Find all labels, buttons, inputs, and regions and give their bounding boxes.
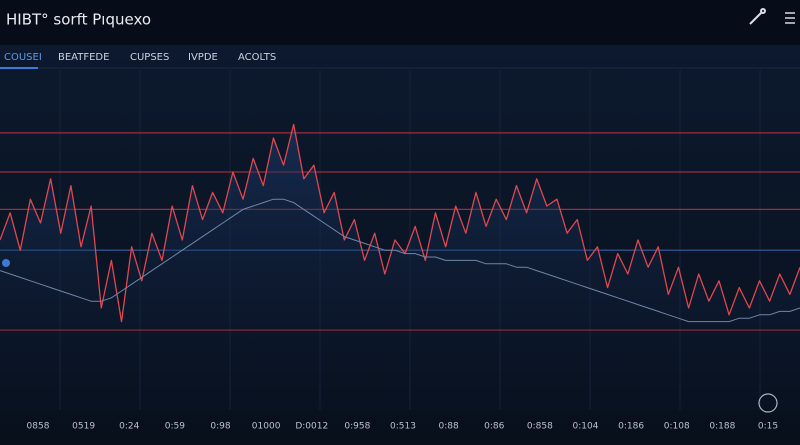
time-label: 0:86 <box>484 422 504 432</box>
time-label: 0519 <box>72 422 95 432</box>
time-label: 0:186 <box>618 422 644 432</box>
time-label: 0858 <box>27 422 50 432</box>
tab[interactable]: COUSEI <box>4 52 42 63</box>
time-label: 0:59 <box>165 422 185 432</box>
tab[interactable]: ACOLTS <box>238 52 276 63</box>
top-bar <box>0 0 800 45</box>
menu-icon[interactable] <box>785 12 795 24</box>
time-label: 0:98 <box>210 422 230 432</box>
tab[interactable]: IVPDE <box>188 52 218 63</box>
tab[interactable]: CUPSES <box>130 52 169 63</box>
time-label: D:0012 <box>295 422 328 432</box>
tab[interactable]: BEATFEDE <box>58 52 109 63</box>
time-label: 0:104 <box>573 422 599 432</box>
app-title: HIBT° sorft Pıquexo <box>6 11 151 29</box>
time-label: 0:858 <box>527 422 553 432</box>
price-marker <box>2 259 10 267</box>
price-area <box>0 124 800 411</box>
time-label: 0:958 <box>344 422 370 432</box>
time-label: 01000 <box>252 422 281 432</box>
time-label: 0:513 <box>390 422 416 432</box>
settings-button[interactable] <box>758 393 778 413</box>
time-label: 0:24 <box>119 422 139 432</box>
time-label: 0:108 <box>664 422 690 432</box>
time-label: 0:88 <box>439 422 459 432</box>
price-line <box>0 123 800 323</box>
time-label: 0:15 <box>758 422 778 432</box>
tool-icon[interactable] <box>749 8 766 25</box>
average-line <box>0 198 800 323</box>
time-label: 0:188 <box>709 422 735 432</box>
